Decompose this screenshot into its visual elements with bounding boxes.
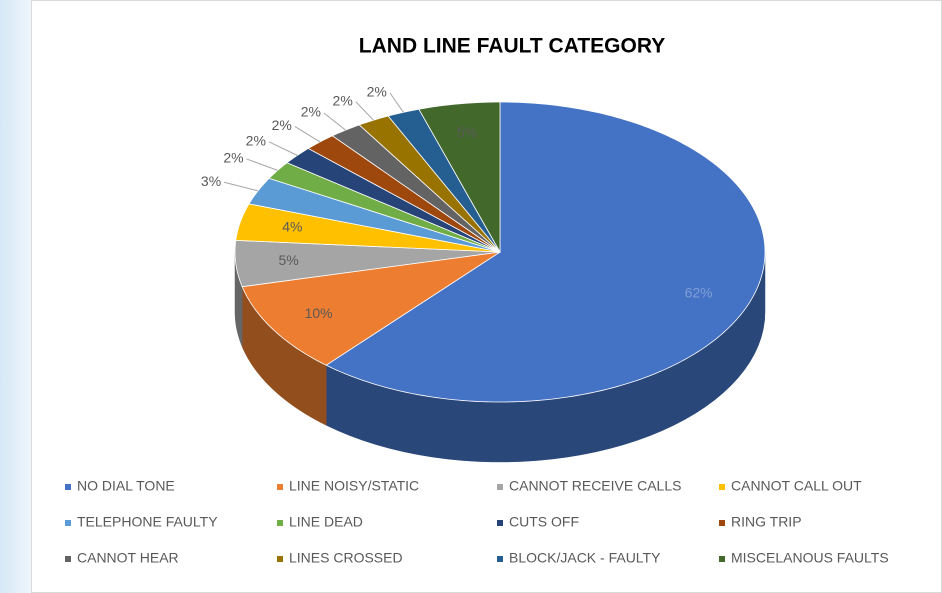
- legend-swatch: [497, 520, 503, 526]
- leader-line: [355, 101, 374, 121]
- legend-swatch: [497, 556, 503, 562]
- legend-swatch: [497, 484, 503, 490]
- data-label: 62%: [685, 285, 713, 301]
- data-label: 5%: [457, 124, 477, 140]
- side-strip: [0, 0, 31, 593]
- legend-label: CANNOT RECEIVE CALLS: [509, 478, 681, 494]
- leader-line: [323, 112, 346, 131]
- legend-swatch: [719, 520, 725, 526]
- slice: [325, 101, 766, 403]
- slice: [234, 239, 501, 288]
- leader-line: [294, 126, 321, 143]
- legend-label: NO DIAL TONE: [77, 478, 175, 494]
- legend-label: CUTS OFF: [509, 514, 579, 530]
- legend-label: TELEPHONE FAULTY: [77, 514, 218, 530]
- legend-swatch: [65, 520, 71, 526]
- legend-label: CANNOT HEAR: [77, 550, 179, 566]
- data-label: 2%: [367, 83, 387, 99]
- slice: [358, 115, 501, 253]
- legend-swatch: [719, 484, 725, 490]
- data-label: 2%: [301, 104, 321, 120]
- legend-label: RING TRIP: [731, 514, 802, 530]
- data-label: 3%: [201, 173, 221, 189]
- legend-label: CANNOT CALL OUT: [731, 478, 862, 494]
- leader-line: [268, 141, 298, 156]
- data-label: 2%: [272, 117, 292, 133]
- slice: [241, 251, 501, 366]
- legend-label: LINES CROSSED: [289, 550, 403, 566]
- legend-swatch: [277, 520, 283, 526]
- legend-swatch: [277, 556, 283, 562]
- legend-swatch: [65, 556, 71, 562]
- data-label: 10%: [305, 305, 333, 321]
- legend-label: LINE DEAD: [289, 514, 363, 530]
- data-label: 2%: [333, 92, 353, 108]
- chart-title: LAND LINE FAULT CATEGORY: [359, 35, 665, 58]
- data-label: 5%: [279, 252, 299, 268]
- slice: [418, 101, 501, 254]
- leader-line: [224, 181, 259, 192]
- legend-swatch: [277, 484, 283, 490]
- legend-label: BLOCK/JACK - FAULTY: [509, 550, 661, 566]
- legend-swatch: [65, 484, 71, 490]
- data-label: 2%: [246, 133, 266, 149]
- slice: [248, 177, 501, 253]
- slice: [387, 108, 501, 253]
- legend-label: LINE NOISY/STATIC: [289, 478, 419, 494]
- data-label: 2%: [223, 150, 243, 166]
- legend-label: MISCELANOUS FAULTS: [731, 550, 889, 566]
- slice: [235, 203, 501, 253]
- slice: [268, 162, 501, 253]
- legend-swatch: [719, 556, 725, 562]
- data-label: 4%: [282, 219, 302, 235]
- leader-line: [389, 92, 404, 113]
- leader-line: [246, 158, 278, 171]
